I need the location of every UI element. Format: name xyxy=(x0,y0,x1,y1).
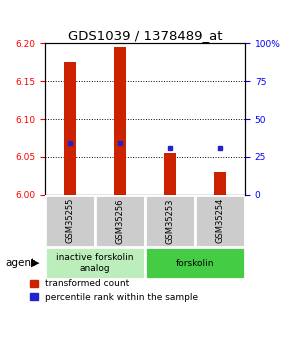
Bar xyxy=(45,247,145,279)
Bar xyxy=(195,195,245,247)
Text: GSM35255: GSM35255 xyxy=(66,198,75,244)
Text: GSM35253: GSM35253 xyxy=(166,198,175,244)
Bar xyxy=(145,195,195,247)
Text: agent: agent xyxy=(6,258,36,268)
Text: GSM35254: GSM35254 xyxy=(215,198,224,244)
Bar xyxy=(214,172,226,195)
Text: inactive forskolin
analog: inactive forskolin analog xyxy=(56,253,134,273)
Bar xyxy=(64,62,76,195)
Bar xyxy=(164,153,176,195)
Bar xyxy=(95,195,145,247)
Title: GDS1039 / 1378489_at: GDS1039 / 1378489_at xyxy=(68,29,222,42)
Text: GSM35256: GSM35256 xyxy=(115,198,124,244)
Text: forskolin: forskolin xyxy=(176,258,214,268)
Bar xyxy=(114,47,126,195)
Bar xyxy=(145,247,245,279)
Bar xyxy=(45,195,95,247)
Text: ▶: ▶ xyxy=(31,258,39,268)
Legend: transformed count, percentile rank within the sample: transformed count, percentile rank withi… xyxy=(30,279,198,302)
